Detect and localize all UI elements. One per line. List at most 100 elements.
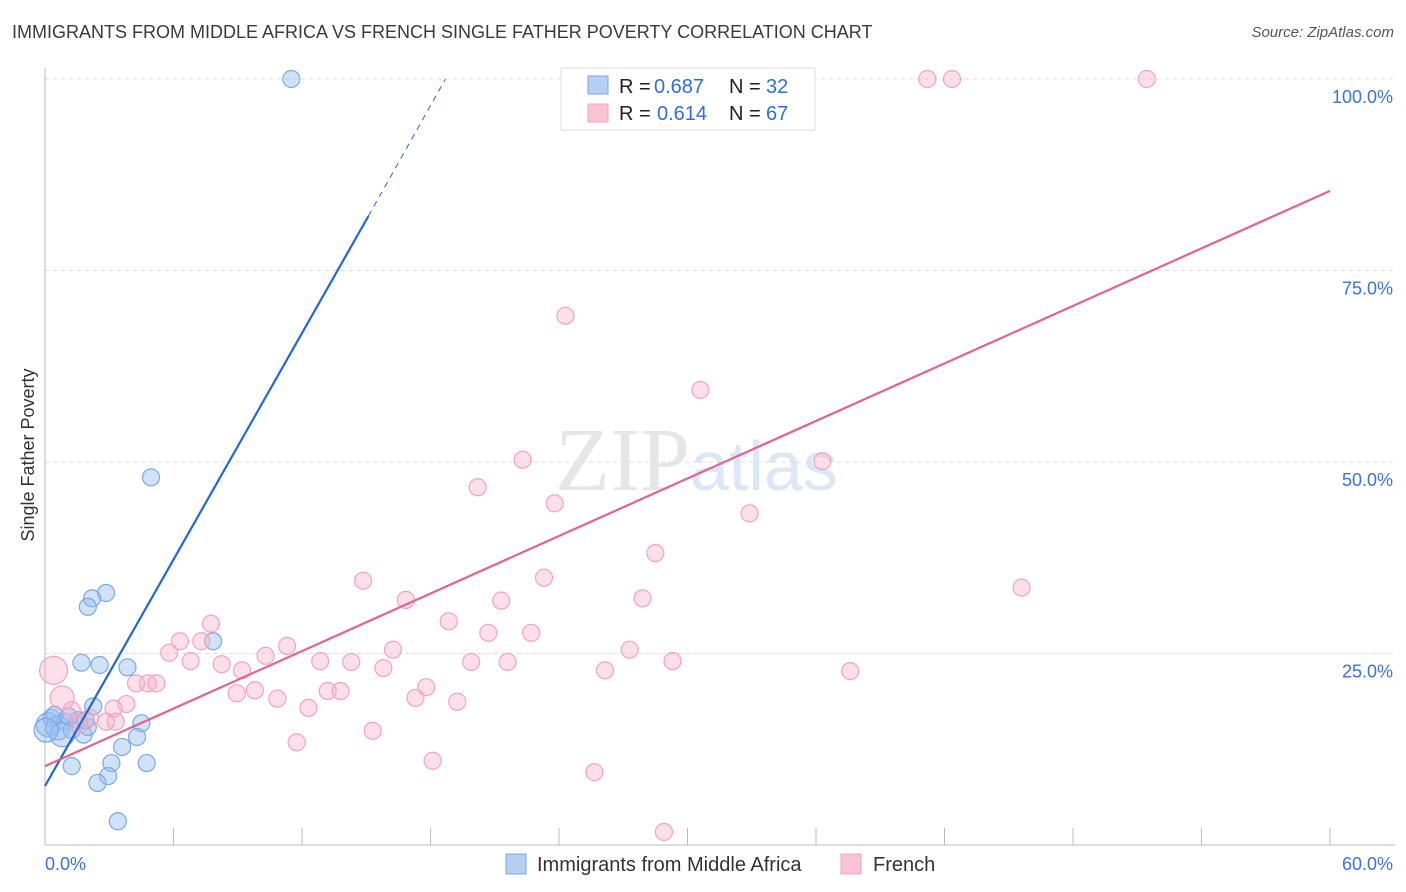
- point-french: [1012, 578, 1031, 597]
- point-french: [331, 681, 350, 701]
- point-french: [462, 652, 481, 672]
- point-french: [492, 591, 511, 610]
- r-label: R =: [619, 76, 651, 98]
- point-french: [522, 623, 541, 642]
- r-value: 0.687: [654, 76, 704, 98]
- point-french: [245, 681, 264, 700]
- point-french: [192, 632, 211, 651]
- y-tick-label: 75.0%: [1342, 279, 1393, 299]
- point-french: [318, 681, 337, 701]
- point-french: [813, 452, 832, 471]
- point-french: [663, 652, 682, 671]
- trendline-extension: [367, 78, 446, 217]
- x-tick-label-min: 0.0%: [45, 854, 86, 874]
- n-label: N =: [729, 103, 761, 125]
- point-french: [406, 688, 425, 708]
- r-label: R =: [619, 103, 651, 125]
- point-middle-africa: [108, 812, 127, 831]
- point-french: [374, 658, 393, 678]
- point-french: [311, 652, 330, 671]
- point-french: [534, 568, 554, 587]
- point-french: [545, 494, 564, 513]
- point-french: [38, 655, 69, 685]
- y-tick-label: 100.0%: [1332, 87, 1393, 107]
- chart-source: Source: ZipAtlas.com: [1251, 24, 1394, 41]
- y-axis-label: Single Father Poverty: [18, 368, 38, 541]
- point-french: [363, 721, 382, 740]
- point-french: [342, 652, 361, 672]
- legend-swatch-blue: [505, 853, 527, 875]
- point-middle-africa: [127, 727, 147, 747]
- legend-swatch-pink: [587, 103, 609, 123]
- point-middle-africa: [83, 589, 102, 608]
- point-french: [49, 685, 75, 711]
- point-french: [423, 751, 442, 770]
- point-french: [654, 822, 674, 842]
- point-french: [160, 643, 179, 662]
- point-french: [620, 640, 639, 659]
- point-middle-africa: [62, 757, 81, 776]
- point-french: [942, 69, 962, 89]
- n-value: 67: [766, 103, 788, 125]
- chart-title: IMMIGRANTS FROM MIDDLE AFRICA VS FRENCH …: [12, 22, 873, 42]
- watermark: ZIPatlas: [555, 411, 838, 510]
- point-middle-africa: [282, 69, 301, 89]
- point-middle-africa: [78, 597, 97, 616]
- point-french: [556, 306, 575, 325]
- point-french: [691, 380, 710, 400]
- point-middle-africa: [88, 773, 107, 793]
- n-value: 32: [766, 76, 788, 98]
- legend-label-middle-africa: Immigrants from Middle Africa: [537, 854, 802, 876]
- series-legend: Immigrants from Middle Africa French: [505, 853, 935, 876]
- point-french: [417, 678, 436, 697]
- y-tick-label: 25.0%: [1342, 662, 1393, 682]
- point-french: [513, 450, 532, 469]
- point-french: [1137, 69, 1156, 89]
- point-french: [62, 701, 81, 720]
- point-middle-africa: [118, 658, 137, 677]
- point-middle-africa: [96, 583, 116, 603]
- point-french: [740, 504, 759, 523]
- point-french: [646, 544, 665, 563]
- legend-swatch-blue: [587, 75, 609, 95]
- point-french: [448, 692, 467, 711]
- point-french: [277, 636, 297, 655]
- legend-label-french: French: [873, 854, 935, 876]
- point-french: [287, 733, 306, 752]
- point-french: [439, 612, 458, 631]
- legend-swatch-pink: [840, 853, 862, 875]
- trendline-middle-africa: [44, 215, 370, 787]
- r-value: 0.614: [657, 103, 707, 125]
- point-french: [212, 655, 231, 674]
- point-french: [268, 689, 287, 708]
- point-french: [468, 478, 487, 497]
- trendline-french: [44, 189, 1331, 768]
- point-middle-africa: [90, 655, 109, 675]
- point-french: [595, 661, 615, 680]
- point-middle-africa: [33, 717, 59, 743]
- point-french: [181, 652, 200, 671]
- point-middle-africa: [72, 653, 91, 672]
- n-label: N =: [729, 76, 761, 98]
- point-french: [396, 590, 415, 609]
- point-middle-africa: [99, 766, 118, 786]
- point-french: [256, 646, 275, 665]
- stats-legend: R = 0.687 N = 32 R = 0.614 N = 67: [560, 67, 816, 131]
- point-french: [227, 684, 246, 703]
- point-french: [299, 698, 318, 717]
- point-middle-africa: [112, 737, 132, 757]
- point-french: [633, 589, 652, 608]
- point-french: [201, 614, 221, 633]
- point-french: [96, 712, 116, 731]
- point-middle-africa: [137, 753, 156, 773]
- point-french: [383, 640, 403, 659]
- point-french: [353, 571, 373, 590]
- x-tick-label-max: 60.0%: [1342, 854, 1393, 874]
- point-french: [479, 623, 498, 642]
- point-french: [585, 763, 604, 782]
- point-french: [498, 652, 517, 672]
- point-french: [147, 674, 166, 693]
- point-french: [106, 712, 125, 731]
